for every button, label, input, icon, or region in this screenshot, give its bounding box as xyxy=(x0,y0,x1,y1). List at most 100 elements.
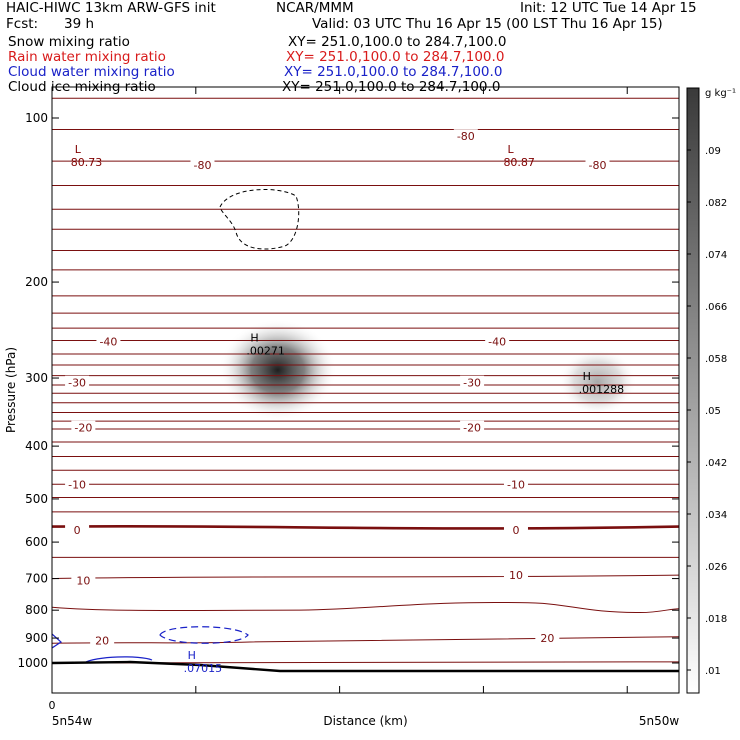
contour-label-bg xyxy=(585,158,610,172)
contour-label-bg xyxy=(71,573,96,587)
y-tick-label: 600 xyxy=(25,535,48,549)
y-tick-label: 1000 xyxy=(17,656,48,670)
contour-label-bg xyxy=(460,420,485,434)
freezing-level xyxy=(52,524,679,530)
y-tick-label: 700 xyxy=(25,572,48,586)
contour-label-bg xyxy=(503,477,528,491)
contour-label-bg xyxy=(503,522,528,536)
x-axis-label: Distance (km) xyxy=(323,714,407,728)
contour-label: -80 xyxy=(457,130,475,143)
org-label: NCAR/MMM xyxy=(276,0,354,16)
fcst-label: Fcst: xyxy=(6,16,39,32)
contour-label: -80 xyxy=(193,159,211,172)
x-endpoint-left: 5n54w xyxy=(52,714,93,728)
plot-area: -80 -80 -80 -40 -40 -30 -30 -20 -20 -10 -10 0 0 10 10 2… xyxy=(52,97,679,675)
contour-label: 0 xyxy=(512,524,519,537)
y-tick-label: 300 xyxy=(25,371,48,385)
field-cloudwater-xy: XY= 251.0,100.0 to 284.7,100.0 xyxy=(284,64,503,80)
contour-label: -30 xyxy=(463,377,481,390)
contour-label: -20 xyxy=(74,422,92,435)
colorbar-tick-label: .074 xyxy=(705,250,727,261)
y-tick-label: 800 xyxy=(25,603,48,617)
y-tick-label: 200 xyxy=(25,275,48,289)
contour-label: -20 xyxy=(463,422,481,435)
contour-label-bg xyxy=(90,633,115,647)
contour-label-bg xyxy=(453,129,478,143)
contour-label: -40 xyxy=(99,335,117,348)
y-tick-label: 100 xyxy=(25,111,48,125)
colorbar-tick-label: .034 xyxy=(705,510,727,521)
colorbar-tick-label: .082 xyxy=(705,198,727,209)
y-tick-label: 500 xyxy=(25,492,48,506)
contour-label: -10 xyxy=(507,478,525,491)
model-title: HAIC-HIWC 13km ARW-GFS init xyxy=(6,0,216,16)
extremum-kind: L xyxy=(507,143,514,156)
y-tick-label: 400 xyxy=(25,439,48,453)
extremum-value: .07015 xyxy=(184,662,223,675)
contour-label: 20 xyxy=(95,635,109,648)
contour-label-bg xyxy=(96,334,121,348)
extremum-value: 80.87 xyxy=(503,156,535,169)
extremum-kind: H xyxy=(250,332,258,345)
extremum-value: .00271 xyxy=(246,345,285,358)
extremum-kind: H xyxy=(583,370,591,383)
y-tick-label: 900 xyxy=(25,631,48,645)
contour-label-bg xyxy=(503,568,528,582)
y-axis-label: Pressure (hPa) xyxy=(4,347,18,433)
contour-label-bg xyxy=(535,631,560,645)
extremum-kind: L xyxy=(75,143,82,156)
snow-maximum xyxy=(218,319,337,421)
init-time: Init: 12 UTC Tue 14 Apr 15 xyxy=(520,0,697,16)
contour-label: -80 xyxy=(589,159,607,172)
colorbar-tick-label: .01 xyxy=(705,666,721,677)
contour-label: 10 xyxy=(76,574,90,587)
field-cloudwater-name: Cloud water mixing ratio xyxy=(8,64,175,80)
contour-label: -30 xyxy=(68,377,86,390)
field-rain-name: Rain water mixing ratio xyxy=(8,49,166,65)
cloud-water-contour xyxy=(159,626,249,644)
colorbar-tick-label: .05 xyxy=(705,406,721,417)
isotherm xyxy=(52,574,679,580)
colorbar-tick-label: .066 xyxy=(705,302,727,313)
field-snow-name: Snow mixing ratio xyxy=(8,34,130,50)
cloud-water-contour xyxy=(83,656,153,664)
contour-label: 0 xyxy=(74,524,81,537)
colorbar-unit: g kg⁻¹ xyxy=(705,88,736,99)
extremum-value: 80.73 xyxy=(71,156,103,169)
contour-label-bg xyxy=(460,375,485,389)
colorbar: .01 .018 .026 .034 .042 .05 .058 .066 .074 .082 .0… xyxy=(686,87,736,694)
isotherm xyxy=(52,636,679,644)
contour-label-bg xyxy=(65,477,90,491)
contour-label-bg xyxy=(71,420,96,434)
contour-label-bg xyxy=(485,334,510,348)
x-endpoint-right: 5n50w xyxy=(639,714,680,728)
isotherm xyxy=(52,601,679,614)
field-rain-xy: XY= 251.0,100.0 to 284.7,100.0 xyxy=(286,49,505,65)
colorbar-tick-label: .042 xyxy=(705,458,727,469)
contour-label-bg xyxy=(65,522,90,536)
terrain-line xyxy=(52,660,679,673)
colorbar-tick-label: .018 xyxy=(705,614,727,625)
field-snow-xy: XY= 251.0,100.0 to 284.7,100.0 xyxy=(288,34,507,50)
contour-label: 20 xyxy=(540,632,554,645)
colorbar-tick-label: .026 xyxy=(705,562,727,573)
cloud-water-contour xyxy=(52,633,62,649)
cloud-ice-contour xyxy=(219,189,300,250)
contour-label: 10 xyxy=(509,569,523,582)
extremum-value: .001288 xyxy=(579,383,625,396)
contour-label: -40 xyxy=(488,335,506,348)
colorbar-tick-label: .058 xyxy=(705,354,727,365)
colorbar-bar xyxy=(686,87,700,694)
contour-label: -10 xyxy=(68,478,86,491)
fcst-value: 39 h xyxy=(64,16,95,32)
valid-time: Valid: 03 UTC Thu 16 Apr 15 (00 LST Thu … xyxy=(312,16,663,32)
colorbar-tick-label: .09 xyxy=(705,146,721,157)
contour-label-bg xyxy=(65,375,90,389)
extremum-kind: H xyxy=(188,649,196,662)
x-tick-label: 0 xyxy=(49,699,56,712)
contour-label-bg xyxy=(190,158,215,172)
plot-frame xyxy=(51,86,680,694)
